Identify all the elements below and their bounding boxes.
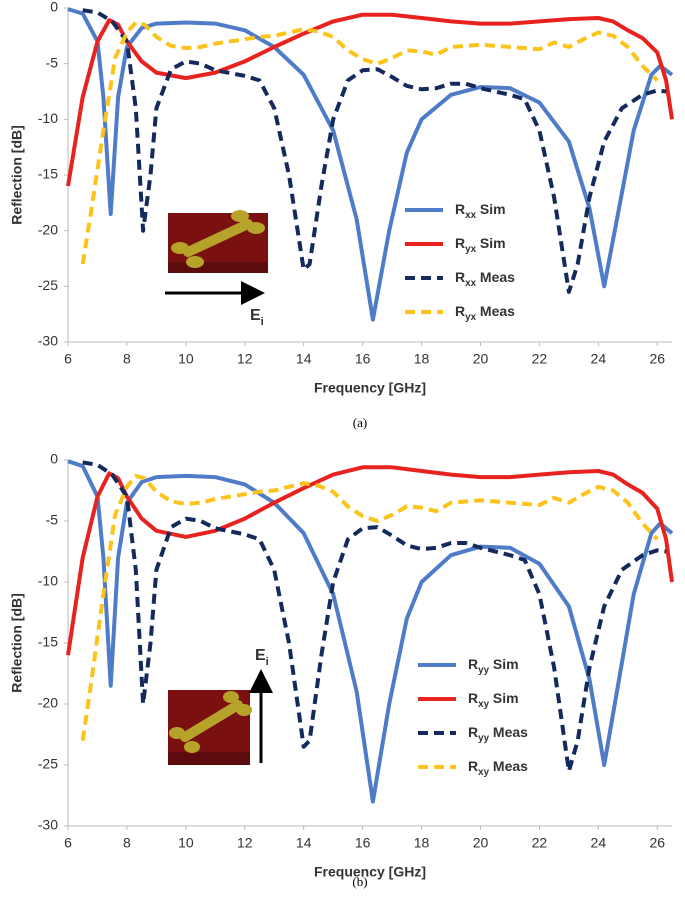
series-line <box>80 20 659 265</box>
y-tick-label: 0 <box>50 451 58 467</box>
series-line <box>66 465 674 656</box>
y-tick-label: -15 <box>38 166 58 182</box>
field-label: Ei <box>255 647 269 668</box>
inset-icon <box>168 669 273 765</box>
x-axis-title: Frequency [GHz] <box>314 380 426 396</box>
y-tick-label: -20 <box>38 221 58 237</box>
x-tick-label: 16 <box>355 351 371 367</box>
y-tick-label: -10 <box>38 573 58 589</box>
x-tick-label: 12 <box>237 835 253 851</box>
y-tick-label: -25 <box>38 277 58 293</box>
y-tick-label: -25 <box>38 756 58 772</box>
x-tick-label: 24 <box>591 351 607 367</box>
y-tick-label: -30 <box>38 333 58 349</box>
x-tick-label: 10 <box>178 835 194 851</box>
x-tick-label: 18 <box>414 351 430 367</box>
y-tick-label: -30 <box>38 817 58 833</box>
x-axis-title: Frequency [GHz] <box>314 864 426 880</box>
x-tick-label: 8 <box>123 351 131 367</box>
legend-label: Ryy Meas <box>468 724 528 744</box>
x-tick-label: 14 <box>296 835 312 851</box>
x-tick-label: 8 <box>123 835 131 851</box>
y-tick-label: -20 <box>38 695 58 711</box>
series-line <box>82 8 667 294</box>
series-line <box>67 459 674 804</box>
y-tick-label: 0 <box>50 0 58 15</box>
legend-label: Rxy Meas <box>468 758 528 778</box>
x-tick-label: 22 <box>532 835 548 851</box>
legend-label: Ryx Sim <box>455 235 506 255</box>
x-tick-label: 10 <box>178 351 194 367</box>
x-tick-label: 14 <box>296 351 312 367</box>
y-tick-label: -5 <box>46 512 59 528</box>
inset-icon <box>165 210 268 305</box>
series-line <box>67 7 674 322</box>
legend-label: Rxx Meas <box>455 269 515 289</box>
x-tick-label: 26 <box>649 351 665 367</box>
legend-label: Rxy Sim <box>468 690 519 710</box>
field-label: Ei <box>250 307 264 328</box>
x-tick-label: 6 <box>64 835 72 851</box>
x-tick-label: 18 <box>414 835 430 851</box>
y-tick-label: -5 <box>46 54 59 70</box>
x-tick-label: 20 <box>473 351 489 367</box>
x-tick-label: 26 <box>649 835 665 851</box>
y-axis-title: Reflection [dB] <box>9 593 25 693</box>
x-tick-label: 24 <box>591 835 607 851</box>
y-tick-label: -15 <box>38 634 58 650</box>
x-tick-label: 6 <box>64 351 72 367</box>
caption: (b) <box>352 874 367 889</box>
y-tick-label: -10 <box>38 110 58 126</box>
x-tick-label: 12 <box>237 351 253 367</box>
x-tick-label: 20 <box>473 835 489 851</box>
x-tick-label: 22 <box>532 351 548 367</box>
series-line <box>82 460 667 774</box>
legend-label: Rxx Sim <box>455 201 506 221</box>
legend-label: Ryx Meas <box>455 303 515 323</box>
legend-label: Ryy Sim <box>468 656 519 676</box>
y-axis-title: Reflection [dB] <box>9 125 25 225</box>
x-tick-label: 16 <box>355 835 371 851</box>
caption: (a) <box>353 415 367 430</box>
